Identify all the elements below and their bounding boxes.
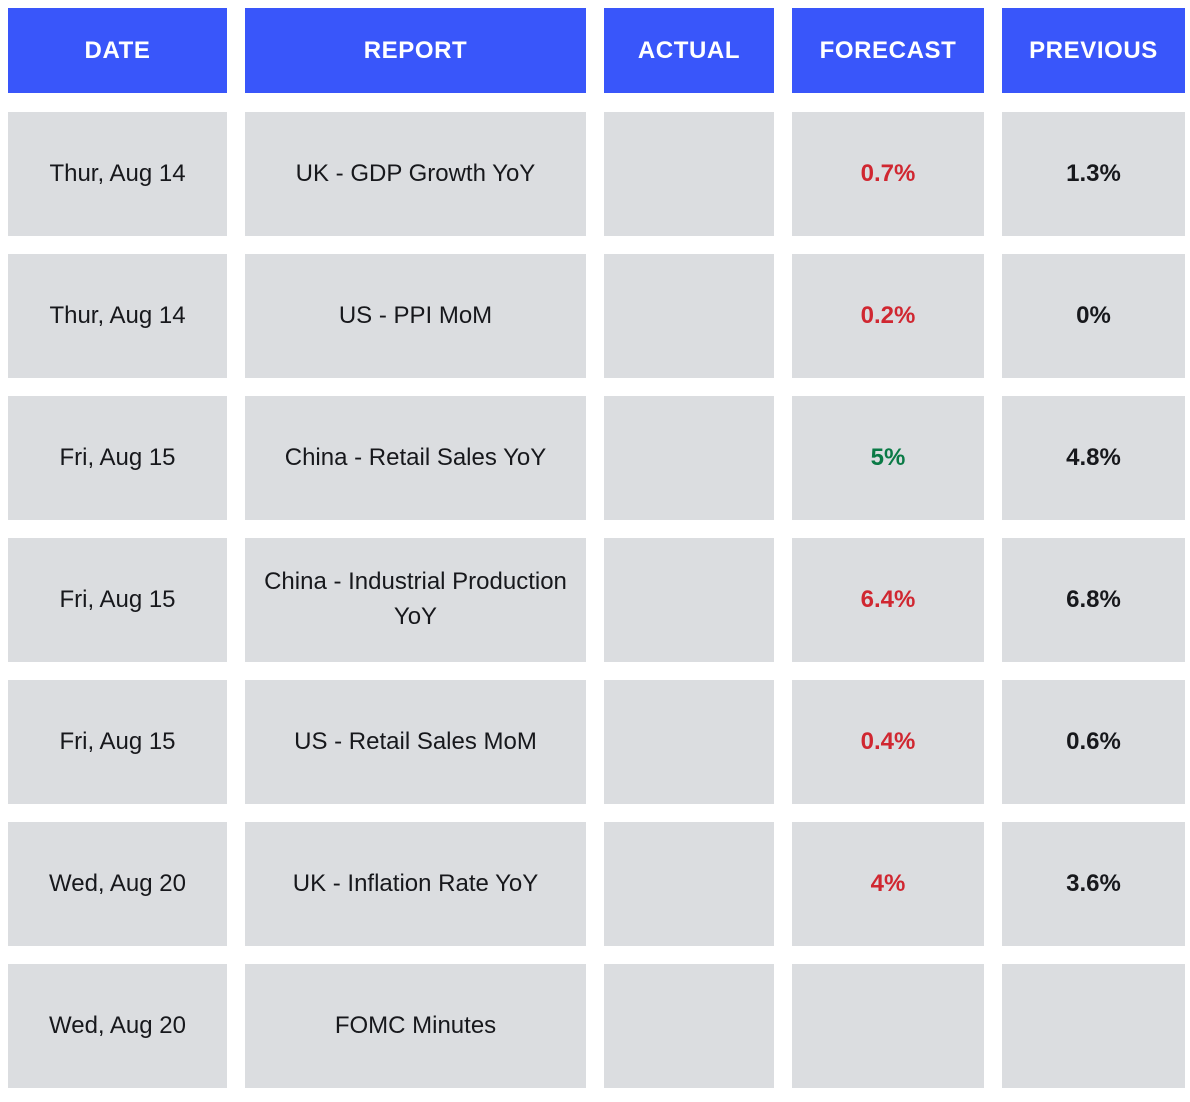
- table-row: Wed, Aug 20 FOMC Minutes: [8, 964, 1190, 1088]
- date-cell: Thur, Aug 14: [8, 112, 227, 236]
- previous-cell: 6.8%: [1002, 538, 1185, 662]
- table-row: Fri, Aug 15 China - Industrial Productio…: [8, 538, 1190, 662]
- forecast-cell: 0.2%: [792, 254, 984, 378]
- forecast-cell: 5%: [792, 396, 984, 520]
- date-cell: Thur, Aug 14: [8, 254, 227, 378]
- report-cell: US - PPI MoM: [245, 254, 586, 378]
- actual-cell: [604, 254, 774, 378]
- date-cell: Fri, Aug 15: [8, 396, 227, 520]
- column-header-report: REPORT: [245, 8, 586, 93]
- column-header-previous: PREVIOUS: [1002, 8, 1185, 93]
- column-header-forecast: FORECAST: [792, 8, 984, 93]
- report-cell: FOMC Minutes: [245, 964, 586, 1088]
- actual-cell: [604, 112, 774, 236]
- forecast-cell: 4%: [792, 822, 984, 946]
- forecast-cell: 0.7%: [792, 112, 984, 236]
- forecast-cell: [792, 964, 984, 1088]
- table-row: Thur, Aug 14 US - PPI MoM 0.2% 0%: [8, 254, 1190, 378]
- forecast-cell: 6.4%: [792, 538, 984, 662]
- report-cell: China - Industrial Production YoY: [245, 538, 586, 662]
- table-row: Fri, Aug 15 US - Retail Sales MoM 0.4% 0…: [8, 680, 1190, 804]
- actual-cell: [604, 964, 774, 1088]
- forecast-cell: 0.4%: [792, 680, 984, 804]
- report-cell: China - Retail Sales YoY: [245, 396, 586, 520]
- previous-cell: 3.6%: [1002, 822, 1185, 946]
- table-row: Wed, Aug 20 UK - Inflation Rate YoY 4% 3…: [8, 822, 1190, 946]
- report-cell: UK - Inflation Rate YoY: [245, 822, 586, 946]
- actual-cell: [604, 822, 774, 946]
- date-cell: Fri, Aug 15: [8, 680, 227, 804]
- table-row: Fri, Aug 15 China - Retail Sales YoY 5% …: [8, 396, 1190, 520]
- previous-cell: 1.3%: [1002, 112, 1185, 236]
- actual-cell: [604, 538, 774, 662]
- previous-cell: 0.6%: [1002, 680, 1185, 804]
- column-header-date: DATE: [8, 8, 227, 93]
- date-cell: Fri, Aug 15: [8, 538, 227, 662]
- previous-cell: [1002, 964, 1185, 1088]
- date-cell: Wed, Aug 20: [8, 964, 227, 1088]
- table-header-row: DATE REPORT ACTUAL FORECAST PREVIOUS: [8, 8, 1190, 93]
- actual-cell: [604, 680, 774, 804]
- actual-cell: [604, 396, 774, 520]
- previous-cell: 4.8%: [1002, 396, 1185, 520]
- report-cell: US - Retail Sales MoM: [245, 680, 586, 804]
- table-row: Thur, Aug 14 UK - GDP Growth YoY 0.7% 1.…: [8, 112, 1190, 236]
- column-header-actual: ACTUAL: [604, 8, 774, 93]
- report-cell: UK - GDP Growth YoY: [245, 112, 586, 236]
- table-body: Thur, Aug 14 UK - GDP Growth YoY 0.7% 1.…: [8, 112, 1190, 1088]
- date-cell: Wed, Aug 20: [8, 822, 227, 946]
- previous-cell: 0%: [1002, 254, 1185, 378]
